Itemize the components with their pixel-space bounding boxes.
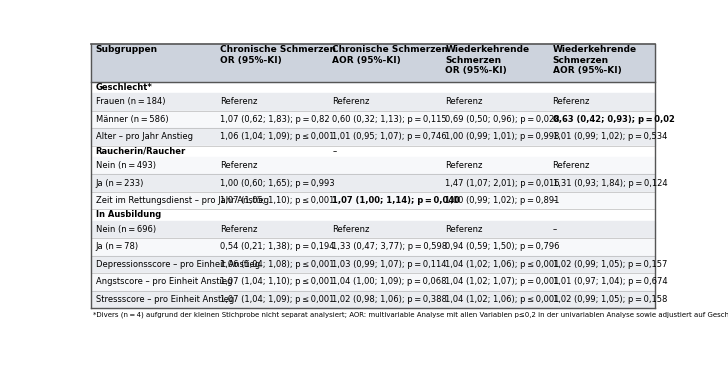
Text: 1,06 (1,04; 1,09); p ≤ 0,001: 1,06 (1,04; 1,09); p ≤ 0,001: [220, 132, 334, 141]
Text: 1,02 (0,99; 1,05); p = 0,157: 1,02 (0,99; 1,05); p = 0,157: [553, 260, 667, 269]
Bar: [91, 238, 655, 256]
Text: 1,01 (0,95; 1,07); p = 0,746: 1,01 (0,95; 1,07); p = 0,746: [333, 132, 447, 141]
Bar: [91, 255, 655, 273]
Bar: [91, 192, 655, 209]
Text: Frauen (n = 184): Frauen (n = 184): [95, 97, 165, 106]
Text: Referenz: Referenz: [446, 97, 483, 106]
Bar: [91, 146, 655, 157]
Text: Männer (n = 586): Männer (n = 586): [95, 115, 168, 124]
Text: Nein (n = 493): Nein (n = 493): [95, 161, 156, 170]
Text: *Divers (n = 4) aufgrund der kleinen Stichprobe nicht separat analysiert; AOR: m: *Divers (n = 4) aufgrund der kleinen Sti…: [93, 311, 728, 318]
Text: Referenz: Referenz: [553, 97, 590, 106]
Text: Referenz: Referenz: [446, 225, 483, 234]
Text: Subgruppen: Subgruppen: [95, 46, 158, 54]
Text: Referenz: Referenz: [446, 161, 483, 170]
Text: 0,60 (0,32; 1,13); p = 0,115: 0,60 (0,32; 1,13); p = 0,115: [333, 115, 447, 124]
Text: –: –: [333, 147, 337, 156]
Text: Referenz: Referenz: [553, 161, 590, 170]
Bar: [91, 220, 655, 238]
Text: 0,69 (0,50; 0,96); p = 0,028: 0,69 (0,50; 0,96); p = 0,028: [446, 115, 560, 124]
Bar: [91, 157, 655, 174]
Text: 1,00 (0,99; 1,01); p = 0,998: 1,00 (0,99; 1,01); p = 0,998: [446, 132, 560, 141]
Text: 1,33 (0,47; 3,77); p = 0,598: 1,33 (0,47; 3,77); p = 0,598: [333, 242, 448, 251]
Text: 1,04 (1,02; 1,06); p ≤ 0,001: 1,04 (1,02; 1,06); p ≤ 0,001: [446, 260, 560, 269]
Text: 1,06 (1,04; 1,08); p ≤ 0,001: 1,06 (1,04; 1,08); p ≤ 0,001: [220, 260, 334, 269]
Text: 1,02 (0,98; 1,06); p = 0,388: 1,02 (0,98; 1,06); p = 0,388: [333, 295, 447, 304]
Text: –: –: [553, 196, 557, 205]
Bar: [91, 273, 655, 291]
Text: 1,02 (0,99; 1,05); p = 0,158: 1,02 (0,99; 1,05); p = 0,158: [553, 295, 667, 304]
Text: Referenz: Referenz: [220, 97, 257, 106]
Text: 1,01 (0,97; 1,04); p = 0,674: 1,01 (0,97; 1,04); p = 0,674: [553, 277, 667, 286]
Text: Depressionsscore – pro Einheit Anstieg: Depressionsscore – pro Einheit Anstieg: [95, 260, 260, 269]
Text: 1,07 (1,04; 1,10); p ≤ 0,001: 1,07 (1,04; 1,10); p ≤ 0,001: [220, 277, 334, 286]
Text: 1,00 (0,99; 1,02); p = 0,891: 1,00 (0,99; 1,02); p = 0,891: [446, 196, 560, 205]
Text: Chronische Schmerzen
AOR (95%-KI): Chronische Schmerzen AOR (95%-KI): [333, 46, 448, 65]
Text: Wiederkehrende
Schmerzen
AOR (95%-KI): Wiederkehrende Schmerzen AOR (95%-KI): [553, 46, 637, 75]
Text: 1,03 (0,99; 1,07); p = 0,114: 1,03 (0,99; 1,07); p = 0,114: [333, 260, 447, 269]
Text: 1,04 (1,02; 1,07); p = 0,001: 1,04 (1,02; 1,07); p = 0,001: [446, 277, 560, 286]
Bar: [91, 128, 655, 146]
Bar: [91, 291, 655, 308]
Text: –: –: [553, 225, 557, 234]
Text: 1,00 (0,60; 1,65); p = 0,993: 1,00 (0,60; 1,65); p = 0,993: [220, 178, 334, 188]
Text: Chronische Schmerzen
OR (95%-KI): Chronische Schmerzen OR (95%-KI): [220, 46, 336, 65]
Text: 0,94 (0,59; 1,50); p = 0,796: 0,94 (0,59; 1,50); p = 0,796: [446, 242, 560, 251]
Bar: [91, 111, 655, 128]
Text: 1,07 (0,62; 1,83); p = 0,82: 1,07 (0,62; 1,83); p = 0,82: [220, 115, 329, 124]
Bar: [91, 174, 655, 192]
Bar: [91, 93, 655, 111]
Bar: [91, 44, 655, 82]
Text: Stressscore – pro Einheit Anstieg: Stressscore – pro Einheit Anstieg: [95, 295, 234, 304]
Text: 1,47 (1,07; 2,01); p = 0,016: 1,47 (1,07; 2,01); p = 0,016: [446, 178, 560, 188]
Text: Alter – pro Jahr Anstieg: Alter – pro Jahr Anstieg: [95, 132, 192, 141]
Text: Geschlecht*: Geschlecht*: [95, 83, 152, 92]
Text: 1,04 (1,00; 1,09); p = 0,068: 1,04 (1,00; 1,09); p = 0,068: [333, 277, 447, 286]
Text: Ja (n = 233): Ja (n = 233): [95, 178, 144, 188]
Text: 1,07 (1,04; 1,09); p ≤ 0,001: 1,07 (1,04; 1,09); p ≤ 0,001: [220, 295, 334, 304]
Text: 1,07 (1,00; 1,14); p = 0,040: 1,07 (1,00; 1,14); p = 0,040: [333, 196, 460, 205]
Text: 1,31 (0,93; 1,84); p = 0,124: 1,31 (0,93; 1,84); p = 0,124: [553, 178, 667, 188]
Text: 0,54 (0,21; 1,38); p = 0,194: 0,54 (0,21; 1,38); p = 0,194: [220, 242, 334, 251]
Text: Ja (n = 78): Ja (n = 78): [95, 242, 138, 251]
Text: Angstscore – pro Einheit Anstieg: Angstscore – pro Einheit Anstieg: [95, 277, 232, 286]
Text: Referenz: Referenz: [220, 225, 257, 234]
Text: 1,04 (1,02; 1,06); p ≤ 0,001: 1,04 (1,02; 1,06); p ≤ 0,001: [446, 295, 560, 304]
Text: 1,07 (1,05; 1,10); p ≤ 0,001: 1,07 (1,05; 1,10); p ≤ 0,001: [220, 196, 334, 205]
Text: 1,01 (0,99; 1,02); p = 0,534: 1,01 (0,99; 1,02); p = 0,534: [553, 132, 667, 141]
Text: Referenz: Referenz: [333, 97, 370, 106]
Bar: [91, 209, 655, 220]
Text: Referenz: Referenz: [220, 161, 257, 170]
Bar: [91, 82, 655, 93]
Text: In Ausbildung: In Ausbildung: [95, 211, 161, 219]
Text: Referenz: Referenz: [333, 225, 370, 234]
Text: Wiederkehrende
Schmerzen
OR (95%-KI): Wiederkehrende Schmerzen OR (95%-KI): [446, 46, 529, 75]
Text: Zeit im Rettungsdienst – pro Jahr Anstieg: Zeit im Rettungsdienst – pro Jahr Anstie…: [95, 196, 269, 205]
Text: Nein (n = 696): Nein (n = 696): [95, 225, 156, 234]
Text: Raucherin/Raucher: Raucherin/Raucher: [95, 147, 186, 156]
Text: 0,63 (0,42; 0,93); p = 0,02: 0,63 (0,42; 0,93); p = 0,02: [553, 115, 674, 124]
